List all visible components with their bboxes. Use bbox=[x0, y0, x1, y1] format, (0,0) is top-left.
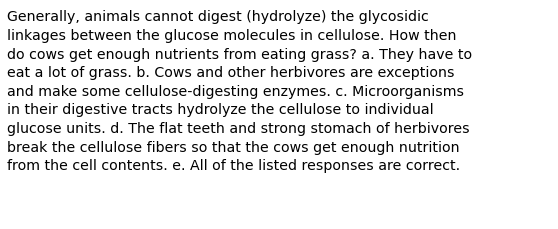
Text: Generally, animals cannot digest (hydrolyze) the glycosidic
linkages between the: Generally, animals cannot digest (hydrol… bbox=[7, 10, 472, 173]
